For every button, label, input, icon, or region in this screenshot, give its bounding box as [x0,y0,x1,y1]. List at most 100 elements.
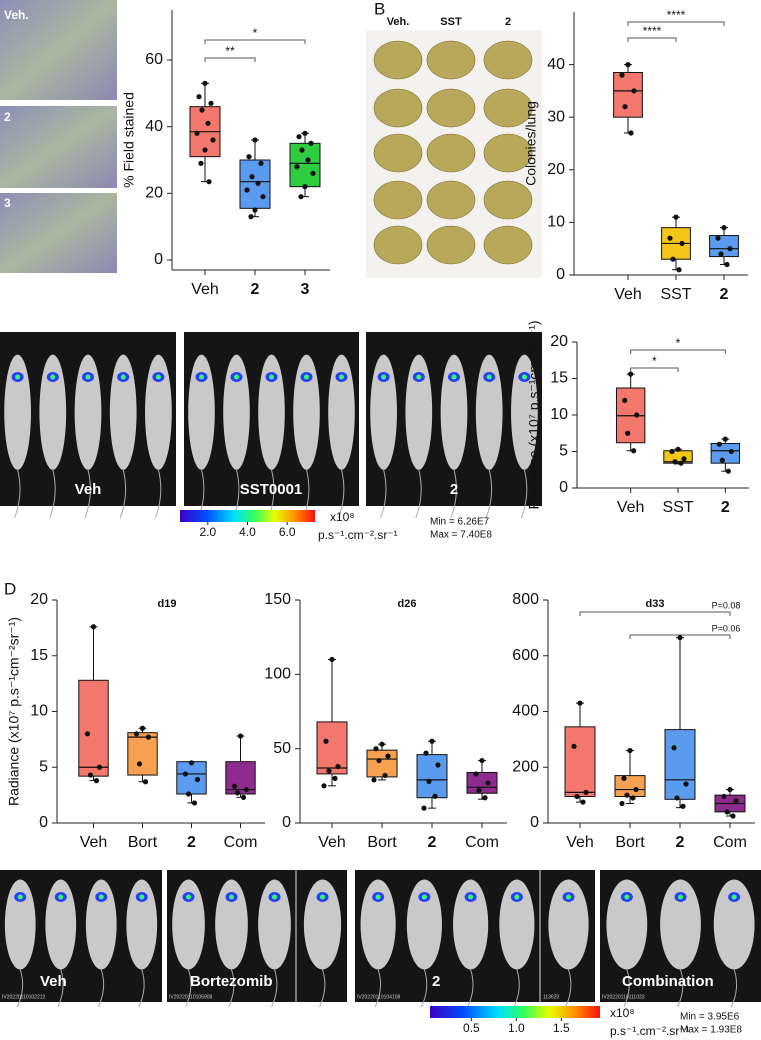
signal [320,894,325,900]
lung [373,88,423,128]
signal [514,894,520,900]
y-tick-label: 0 [282,814,291,831]
data-point [185,791,192,797]
data-point [678,460,684,466]
data-point [676,267,682,273]
x-tick-label: Bort [615,834,645,851]
signal [381,374,387,380]
mouse-tail [338,469,345,518]
data-point [90,624,97,630]
data-point [243,786,250,793]
data-point [681,456,687,462]
mouse [303,879,342,970]
data-point [674,795,680,801]
y-tick-label: 200 [512,758,539,775]
data-point [628,371,634,377]
data-point [376,757,382,764]
data-point [379,741,385,747]
mouse [440,354,468,470]
data-point [142,779,149,785]
data-point [202,80,208,86]
signal [272,894,277,900]
mouse [39,354,67,470]
mouse [293,354,320,470]
data-point [574,793,580,800]
data-point [673,214,679,220]
mouse-tail [319,969,326,1008]
data-point [619,72,625,78]
significance-bracket [630,367,679,372]
signal [678,894,683,900]
data-point [182,771,189,777]
significance-label: P=0.08 [712,600,741,610]
lung [483,133,533,173]
mouse-tail [97,969,105,1008]
lungs [373,40,533,265]
mouse-tail [513,969,520,1008]
data-point [628,130,634,136]
data-point [248,214,254,220]
data-point [622,104,628,110]
data-point [202,147,208,153]
data-point [371,777,377,783]
mouse [258,354,285,470]
colorbar-max: Max = 1.93E8 [680,1025,742,1036]
y-axis-label: Colonies/lung [523,101,539,186]
data-point [571,743,577,749]
data-point [296,134,302,140]
mouse-tail [138,969,145,1008]
image-id: 113620 [543,994,560,1000]
mouse-tail [730,969,738,1008]
y-tick-label: 40 [547,56,565,73]
data-point [87,772,94,778]
data-point [194,130,200,136]
data-point [577,700,583,706]
mouse [145,354,172,470]
significance-bracket [627,37,677,42]
data-point [580,799,586,805]
lung [373,225,423,265]
x-tick-label: Veh [614,286,642,303]
box [466,771,498,794]
lung [426,180,476,220]
box [416,754,448,799]
x-tick-label: 3 [301,281,310,298]
data-point [255,180,261,186]
mouse [4,879,36,970]
data-point [482,795,488,801]
data-point [721,793,727,800]
y-tick-label: 50 [273,740,291,757]
significance-label: * [652,354,657,368]
data-point [727,246,733,252]
data-point [669,448,675,455]
box [316,721,348,775]
y-tick-label: 5 [559,443,568,460]
data-point [619,800,625,807]
y-tick-label: 60 [145,51,163,68]
signal [85,374,91,380]
x-tick-label: Com [465,834,499,851]
data-point [231,783,238,789]
lung [426,225,476,265]
box [289,142,321,188]
data-point [479,757,485,764]
data-point [624,792,630,798]
signal [50,374,56,380]
significance-label: * [676,336,681,350]
mouse [660,879,701,970]
data-point [382,772,388,779]
signal [139,894,145,900]
colorbar-max: Max = 7.40E8 [430,530,492,541]
data-point [208,100,214,106]
photo-label: Veh [40,973,67,990]
data-point [240,794,247,800]
y-tick-label: 5 [39,758,48,775]
mouse [360,879,396,970]
significance-label: ** [225,44,235,58]
data-point [145,734,152,740]
colorbar-min: Min = 3.95E6 [680,1012,740,1023]
data-point [680,803,686,809]
colorbar-tick-label: 6.0 [279,525,296,539]
mouse [511,354,538,470]
